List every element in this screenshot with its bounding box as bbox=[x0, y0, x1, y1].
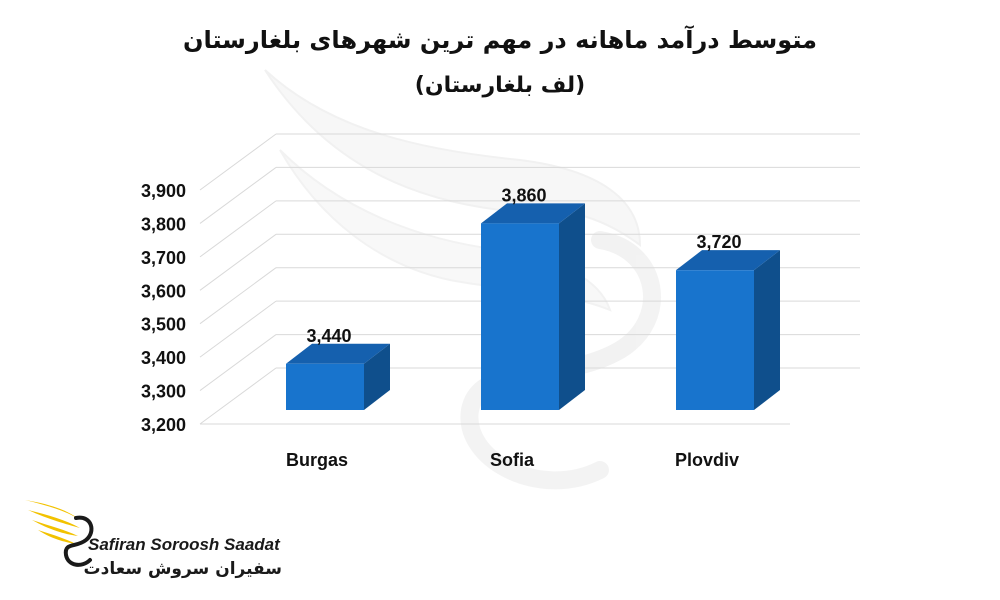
gridline-diag bbox=[199, 167, 277, 224]
data-label: 3,860 bbox=[501, 185, 546, 205]
gridline-diag bbox=[199, 267, 277, 325]
bar-sofia: 3,860 bbox=[481, 185, 585, 410]
gridline-diag bbox=[199, 334, 277, 391]
logo-farsi-text: سفیران سروش سعادت bbox=[84, 559, 282, 579]
x-category-label: Sofia bbox=[490, 450, 535, 470]
brand-logo: Safiran Soroosh Saadat سفیران سروش سعادت bbox=[25, 500, 282, 579]
gridline-diag bbox=[199, 133, 277, 191]
bar-top bbox=[676, 250, 780, 271]
gridline-diag bbox=[199, 200, 277, 258]
y-tick-label: 3,500 bbox=[141, 315, 186, 335]
bar-top bbox=[286, 343, 390, 364]
y-tick-label: 3,600 bbox=[141, 281, 186, 301]
gridline-diag bbox=[199, 233, 277, 291]
gridline-diag bbox=[199, 300, 277, 358]
bar-front bbox=[286, 363, 364, 410]
bar-front bbox=[481, 223, 559, 410]
bar-side bbox=[364, 343, 390, 410]
y-tick-label: 3,200 bbox=[141, 415, 186, 435]
y-tick-label: 3,800 bbox=[141, 214, 186, 234]
x-category-label: Burgas bbox=[286, 450, 348, 470]
x-axis-labels: Burgas Sofia Plovdiv bbox=[286, 450, 739, 470]
watermark-logo bbox=[264, 69, 661, 490]
y-axis-ticks: 3,200 3,300 3,400 3,500 3,600 3,700 3,800 3,900 bbox=[141, 181, 186, 435]
chart-subtitle: (لف بلغارستان) bbox=[415, 73, 585, 98]
bar-top bbox=[481, 203, 585, 224]
logo-bird-icon bbox=[25, 500, 94, 567]
bar-burgas: 3,440 bbox=[286, 326, 390, 410]
x-category-label: Plovdiv bbox=[675, 450, 739, 470]
logo-latin-text: Safiran Soroosh Saadat bbox=[88, 535, 281, 554]
bars: 3,440 3,860 3,720 bbox=[286, 185, 780, 410]
chart-title: متوسط درآمد ماهانه در مهم ترین شهرهای بل… bbox=[183, 25, 817, 54]
data-label: 3,720 bbox=[696, 232, 741, 252]
bar-side bbox=[559, 203, 585, 410]
bar-side bbox=[754, 250, 780, 410]
y-tick-label: 3,300 bbox=[141, 382, 186, 402]
y-tick-label: 3,900 bbox=[141, 181, 186, 201]
gridline-diag bbox=[199, 367, 277, 425]
bar-front bbox=[676, 270, 754, 410]
bar-plovdiv: 3,720 bbox=[676, 232, 780, 410]
y-tick-label: 3,700 bbox=[141, 248, 186, 268]
data-label: 3,440 bbox=[306, 326, 351, 346]
y-tick-label: 3,400 bbox=[141, 348, 186, 368]
